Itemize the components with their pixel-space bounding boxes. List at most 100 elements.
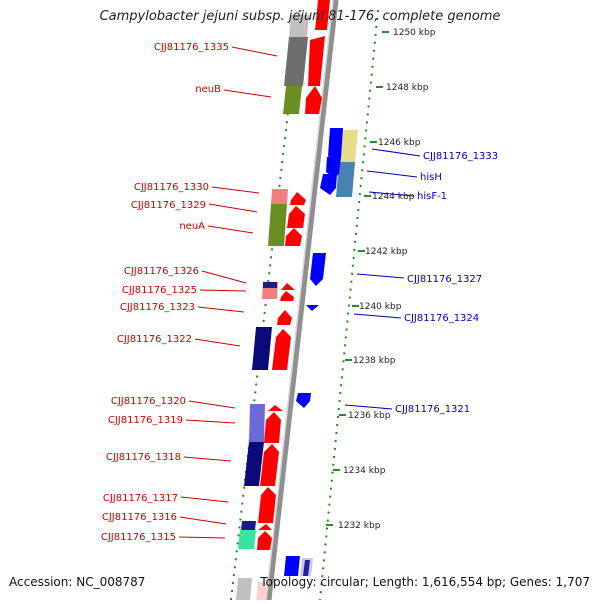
category-block (289, 15, 309, 37)
gene-arrow (280, 291, 294, 301)
label-line (368, 191, 415, 197)
gene-label-cjj81176-1317[interactable]: CJJ81176_1317 (103, 493, 178, 504)
tick-label-1242: 1242 kbp (365, 247, 408, 257)
gene-arrow (264, 412, 281, 443)
accession-text: Accession: NC_008787 (9, 575, 146, 589)
scale-ticks (326, 31, 389, 526)
category-block (238, 530, 256, 549)
gene-label-cjj81176-1333[interactable]: CJJ81176_1333 (423, 151, 498, 162)
category-block (236, 578, 252, 600)
gene-arrow (260, 444, 279, 486)
label-line (185, 419, 236, 424)
label-line (353, 313, 402, 319)
gene-arrow (315, 0, 330, 30)
tick-label-1246: 1246 kbp (378, 138, 421, 148)
category-track (236, 15, 358, 600)
reverse-genes (256, 0, 330, 600)
gene-arrow (308, 36, 325, 86)
label-line (183, 456, 232, 462)
label-line (344, 404, 393, 410)
label-line (201, 270, 247, 284)
gene-label-cjj81176-1330[interactable]: CJJ81176_1330 (134, 182, 209, 193)
gene-arrow (281, 283, 295, 290)
gene-arrow (320, 174, 337, 195)
tick-label-1240: 1240 kbp (359, 302, 402, 312)
tick-label-1238: 1238 kbp (353, 356, 396, 366)
outer-right-ring (319, 9, 379, 601)
tick-label-1248: 1248 kbp (386, 83, 429, 93)
category-block (263, 282, 277, 288)
genome-title: Campylobacter jejuni subsp. jejuni 81-17… (99, 9, 501, 24)
gene-label-cjj81176-1323[interactable]: CJJ81176_1323 (120, 302, 195, 313)
category-block (241, 521, 256, 530)
label-line (371, 148, 421, 157)
label-line (211, 186, 260, 194)
gene-label-cjj81176-1326[interactable]: CJJ81176_1326 (124, 266, 199, 277)
gene-label-cjj81176-1325[interactable]: CJJ81176_1325 (122, 285, 197, 296)
gene-label-cjj81176-1324[interactable]: CJJ81176_1324 (404, 313, 479, 324)
tick-label-1234: 1234 kbp (343, 466, 386, 476)
label-line (194, 338, 241, 347)
gene-arrow (277, 310, 292, 325)
gene-label-neua[interactable]: neuA (179, 221, 205, 232)
gene-label-cjj81176-1318[interactable]: CJJ81176_1318 (106, 452, 181, 463)
label-line (179, 516, 227, 525)
tick-label-1236: 1236 kbp (348, 411, 391, 421)
gene-label-cjj81176-1319[interactable]: CJJ81176_1319 (108, 415, 183, 426)
scale-tick-labels: 1250 kbp 1248 kbp 1246 kbp 1244 kbp 1242… (338, 28, 436, 531)
gene-arrow (258, 524, 272, 530)
gene-arrow (303, 560, 310, 576)
category-block (249, 404, 265, 442)
gene-label-neub[interactable]: neuB (195, 84, 221, 95)
gene-arrow (296, 393, 311, 408)
label-line (223, 89, 272, 98)
label-line (231, 46, 278, 57)
gene-label-cjj81176-1320[interactable]: CJJ81176_1320 (111, 396, 186, 407)
gene-arrow (256, 582, 268, 600)
gene-label-cjj81176-1327[interactable]: CJJ81176_1327 (407, 274, 482, 285)
gene-label-cjj81176-1329[interactable]: CJJ81176_1329 (131, 200, 206, 211)
label-line (366, 170, 418, 178)
label-line (180, 496, 229, 503)
gene-label-cjj81176-1335[interactable]: CJJ81176_1335 (154, 42, 229, 53)
category-block (271, 189, 288, 204)
gene-label-cjj81176-1322[interactable]: CJJ81176_1322 (117, 334, 192, 345)
gene-label-cjj81176-1315[interactable]: CJJ81176_1315 (101, 532, 176, 543)
label-line (197, 306, 245, 313)
gene-arrow (258, 487, 276, 523)
gene-arrow (268, 405, 283, 411)
right-gene-labels: CJJ81176_1333 hisH hisF-1 CJJ81176_1327 … (395, 151, 498, 415)
left-gene-labels: CJJ81176_1335 neuB CJJ81176_1330 CJJ8117… (101, 42, 229, 543)
left-label-lines (178, 46, 278, 539)
label-line (356, 273, 405, 279)
category-block (336, 162, 355, 197)
gene-arrow (284, 556, 300, 576)
gene-arrow (287, 206, 305, 228)
category-block (268, 204, 287, 246)
gene-arrow (328, 128, 343, 164)
outer-left-ring (230, 9, 301, 601)
gene-arrow (310, 253, 326, 286)
gene-label-hisf-1[interactable]: hisF-1 (417, 191, 447, 202)
gene-arrow (306, 305, 319, 311)
label-line (208, 203, 258, 213)
label-line (178, 536, 226, 539)
backbone-highlight (265, 0, 334, 601)
gene-label-hish[interactable]: hisH (420, 172, 442, 183)
gene-arrow (285, 228, 302, 246)
gene-arrow (326, 157, 341, 178)
label-line (188, 400, 236, 409)
tick-label-1244: 1244 kbp (372, 192, 415, 202)
category-block (283, 86, 302, 114)
tick-label-1250: 1250 kbp (393, 28, 436, 38)
gene-arrow (257, 531, 272, 550)
gene-label-cjj81176-1316[interactable]: CJJ81176_1316 (102, 512, 177, 523)
gene-arrow (290, 192, 306, 205)
forward-genes (284, 128, 343, 576)
category-block (244, 442, 264, 486)
gene-label-cjj81176-1321[interactable]: CJJ81176_1321 (395, 404, 470, 415)
backbone-line (266, 0, 339, 601)
gene-arrow (272, 329, 291, 370)
